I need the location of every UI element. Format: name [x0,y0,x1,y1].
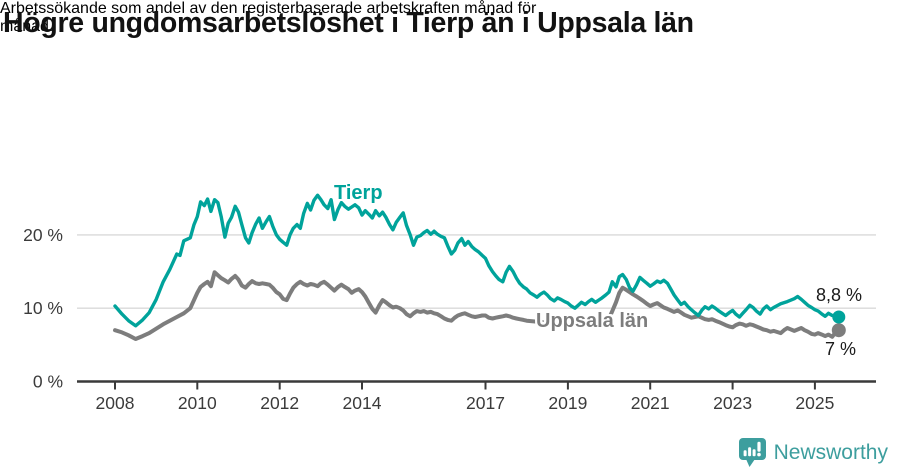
series-layer [113,193,846,341]
x-axis-tick-label: 2017 [466,393,505,413]
series-line-tierp [113,193,841,328]
newsworthy-logo[interactable]: Newsworthy [738,437,888,468]
x-axis-tick-label: 2023 [713,393,752,413]
y-axis-tick-label: 20 % [23,225,63,245]
x-axis-tick-label: 2025 [795,393,834,413]
x-axis-tick-label: 2012 [260,393,299,413]
y-axis-tick-label: 0 % [33,372,63,392]
x-axis-tick-label: 2019 [548,393,587,413]
series-end-dot-uppsala-l-n [831,323,846,338]
y-axis-tick-label: 10 % [23,298,63,318]
newsworthy-wordmark: Newsworthy [773,441,888,464]
subtitle-line-2: månad. [0,18,54,35]
gridlines-layer [77,234,876,309]
subtitle-line-1: Arbetssökande som andel av den registerb… [0,0,537,17]
axis-layer: 0 % 10 % 20 % 2008 2010 2012 2014 2017 2019 2021 2… [23,225,876,413]
series-end-dot-tierp [832,310,846,324]
x-axis-tick-label: 2010 [178,393,217,413]
series-label-tierp: Tierp [334,182,383,204]
x-axis-tick-label: 2014 [343,393,382,413]
end-value-label-uppsala-lan: 7 % [824,339,856,359]
series-label-uppsala-lan: Uppsala län [536,310,649,332]
end-value-label-tierp: 8,8 % [815,285,862,305]
newsworthy-speech-bubble-icon [738,438,766,467]
page-title: Högre ungdomsarbetslöshet i Tierp än i U… [3,7,694,39]
x-axis-tick-label: 2008 [96,393,135,413]
x-axis-tick-label: 2021 [631,393,670,413]
series-line-uppsala-l-n [113,270,841,341]
